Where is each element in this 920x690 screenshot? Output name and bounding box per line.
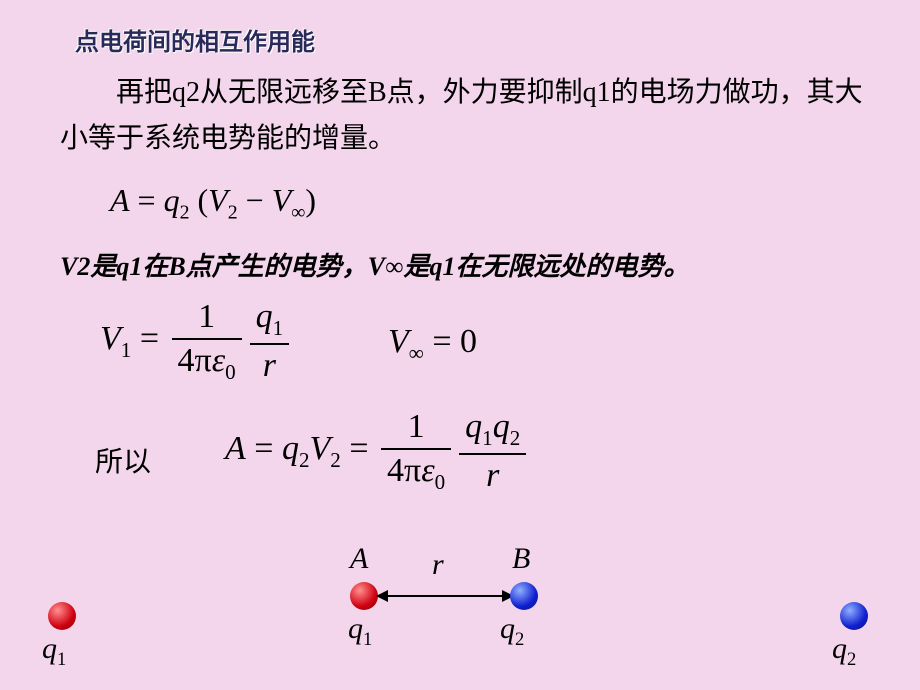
- charge-diagram: q1 A q1 r B q2 q2: [0, 520, 920, 690]
- eq1-equals: =: [130, 182, 164, 218]
- v1-q: q: [256, 298, 273, 335]
- q1-label-left: q1: [42, 632, 66, 671]
- eq1-q: q: [164, 182, 180, 218]
- a2-q2sub: 2: [299, 448, 310, 472]
- a2-4pi: 4π: [387, 452, 421, 489]
- v1-frac2-num: q1: [250, 298, 290, 345]
- a2-V2sub: 2: [330, 448, 341, 472]
- a2-q2b: q: [493, 408, 510, 445]
- a2-V2: V: [310, 430, 331, 467]
- v1-frac1: 14πε0: [172, 298, 242, 385]
- eq1-lhs: A: [110, 182, 130, 218]
- charge-ball-blue: [510, 582, 538, 610]
- a2-eq2: =: [341, 430, 377, 467]
- a2-q2bsub: 2: [510, 426, 521, 450]
- q2-label-right: q2: [832, 632, 856, 671]
- eq1-Vinfsub: ∞: [291, 201, 305, 223]
- eq1-minus: −: [238, 182, 272, 218]
- a2-frac2-den: r: [459, 455, 526, 495]
- a2-eq1: =: [246, 430, 282, 467]
- distance-arrow: [378, 595, 512, 597]
- v1-frac1-num: 1: [172, 298, 242, 340]
- r-label: r: [432, 548, 444, 582]
- q2m-q: q: [500, 612, 515, 645]
- q2-label-mid: q2: [500, 612, 524, 651]
- eq1-V2: V: [208, 182, 228, 218]
- a2-eps: ε: [421, 452, 434, 489]
- equation-v1: V1 = 14πε0q1r: [100, 298, 293, 385]
- q1l-sub: 1: [57, 649, 66, 670]
- v1-qsub: 1: [273, 316, 284, 340]
- v1-eps: ε: [212, 342, 225, 379]
- v1-epssub: 0: [225, 360, 236, 384]
- a2-A: A: [225, 430, 246, 467]
- vinf-V: V: [388, 323, 409, 360]
- eq1-rp: ): [305, 182, 316, 218]
- v1-4pi: 4π: [178, 342, 212, 379]
- vinf-eq: =: [424, 323, 460, 360]
- q2r-q: q: [832, 632, 847, 665]
- vinf-zero: 0: [460, 323, 477, 360]
- a2-q2: q: [282, 430, 299, 467]
- v1-frac2-den: r: [250, 345, 290, 385]
- paragraph-2: V2是q1在B点产生的电势，V∞是q1在无限远处的电势。: [60, 246, 880, 283]
- a2-frac1-den: 4πε0: [381, 450, 451, 495]
- B-label: B: [512, 542, 530, 576]
- eq1-lp: (: [190, 182, 209, 218]
- vinf-sub: ∞: [409, 341, 424, 365]
- a2-q1sub: 1: [482, 426, 493, 450]
- v1-V: V: [100, 320, 121, 357]
- a2-q1: q: [465, 408, 482, 445]
- paragraph-1: 再把q2从无限远移至B点，外力要抑制q1的电场力做功，其大小等于系统电势能的增量…: [60, 70, 880, 162]
- so-label: 所以: [95, 440, 151, 480]
- charge-ball-mid: [350, 582, 378, 610]
- slide-title: 点电荷间的相互作用能: [75, 22, 315, 57]
- q2m-sub: 2: [515, 629, 524, 650]
- charge-ball-right: [840, 602, 868, 630]
- q1m-q: q: [348, 612, 363, 645]
- v1-Vsub: 1: [121, 338, 132, 362]
- a2-frac1-num: 1: [381, 408, 451, 450]
- eq1-Vinf: V: [272, 182, 292, 218]
- eq1-V2sub: 2: [228, 201, 238, 223]
- v1-frac2: q1r: [250, 298, 290, 385]
- a2-epssub: 0: [435, 470, 446, 494]
- q2r-sub: 2: [847, 649, 856, 670]
- a2-frac2: q1q2r: [459, 408, 526, 495]
- A-label: A: [350, 542, 368, 576]
- charge-ball-left: [48, 602, 76, 630]
- v1-eq: =: [131, 320, 167, 357]
- q1m-sub: 1: [363, 629, 372, 650]
- q1l-q: q: [42, 632, 57, 665]
- a2-frac2-num: q1q2: [459, 408, 526, 455]
- equation-vinf: V∞ = 0: [388, 323, 477, 366]
- v1-frac1-den: 4πε0: [172, 340, 242, 385]
- a2-frac1: 14πε0: [381, 408, 451, 495]
- q1-label-mid: q1: [348, 612, 372, 651]
- equation-a-final: A = q2V2 = 14πε0q1q2r: [225, 408, 530, 495]
- eq1-qsub: 2: [180, 201, 190, 223]
- equation-work: A = q2 (V2 − V∞): [110, 182, 316, 224]
